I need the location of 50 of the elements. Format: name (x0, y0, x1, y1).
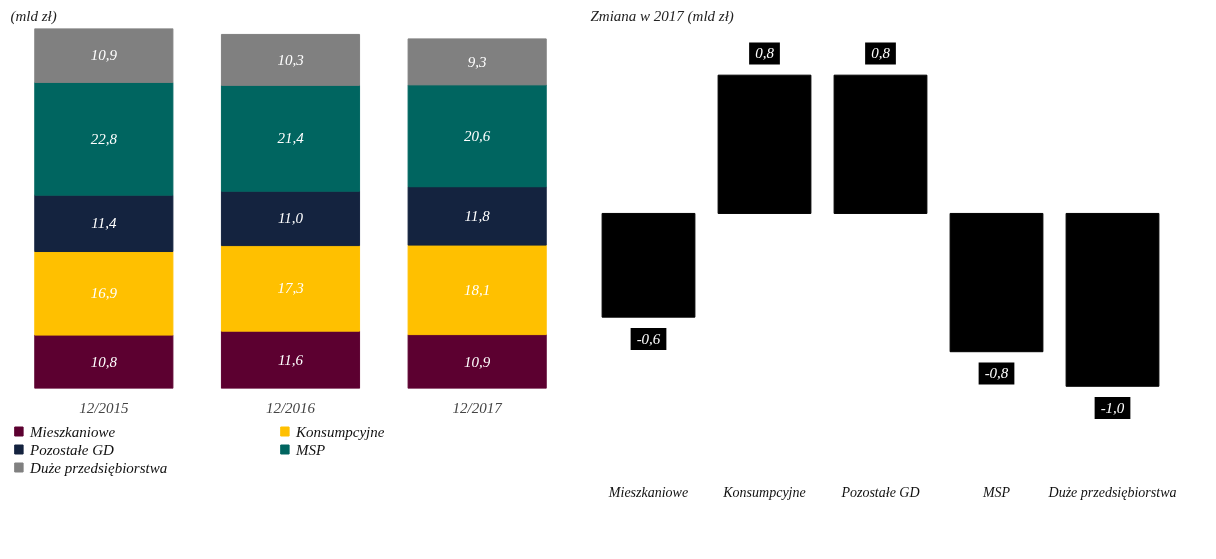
x-tick-label: Konsumpcyjne (722, 484, 806, 500)
bar (407, 84, 547, 188)
bar (34, 251, 174, 336)
data-label: 10,9 (90, 47, 118, 64)
data-label: 18,1 (464, 281, 491, 298)
data-label: 21,4 (277, 130, 305, 147)
bar (34, 334, 174, 389)
x-tick-label: Mieszkaniowe (607, 484, 689, 500)
bar (34, 28, 174, 83)
x-tick-label: 12/2015 (79, 399, 129, 416)
bar (220, 245, 361, 332)
data-label: 10,3 (277, 51, 304, 68)
legend-label: Konsumpcyjne (295, 423, 385, 440)
x-tick-label: 12/2017 (452, 399, 504, 416)
bar (34, 81, 174, 196)
data-label: 0,8 (871, 45, 891, 62)
legend-label: Mieszkaniowe (29, 423, 116, 440)
bar (407, 244, 547, 336)
x-tick-label: Duże przedsiębiorstwa (1047, 484, 1177, 500)
data-label: 16,9 (90, 285, 118, 302)
bar (407, 186, 547, 246)
bar (220, 330, 361, 389)
data-label: 0,8 (755, 45, 775, 62)
bar (220, 33, 361, 86)
legend-label: MSP (295, 441, 326, 458)
data-label: 22,8 (90, 130, 118, 147)
x-tick-label: Pozostałe GD (840, 484, 920, 500)
data-label: 11,8 (464, 207, 491, 224)
legend-label: Duże przedsiębiorstwa (29, 459, 168, 476)
legend-label: Pozostałe GD (29, 441, 115, 458)
x-tick-label: MSP (981, 484, 1011, 500)
data-label: 20,6 (464, 127, 491, 144)
data-label: -0,6 (636, 330, 661, 347)
data-label: 11,6 (277, 351, 304, 368)
chart-title: (mld zł) (10, 7, 57, 25)
x-tick-label: 12/2016 (265, 399, 316, 416)
bar (407, 334, 547, 389)
data-label: 10,9 (464, 353, 491, 370)
data-label: -1,0 (1100, 400, 1125, 417)
data-label: -0,8 (984, 365, 1009, 382)
bar (34, 194, 174, 253)
bar (220, 190, 361, 247)
data-label: 11,0 (277, 210, 304, 227)
bar (220, 84, 361, 192)
data-label: 17,3 (277, 280, 304, 297)
bar (407, 38, 547, 86)
data-label: 9,3 (467, 53, 487, 70)
data-label: 11,4 (91, 215, 117, 232)
chart-title: Zmiana w 2017 (mld zł) (590, 7, 734, 25)
data-label: 10,8 (90, 353, 118, 370)
